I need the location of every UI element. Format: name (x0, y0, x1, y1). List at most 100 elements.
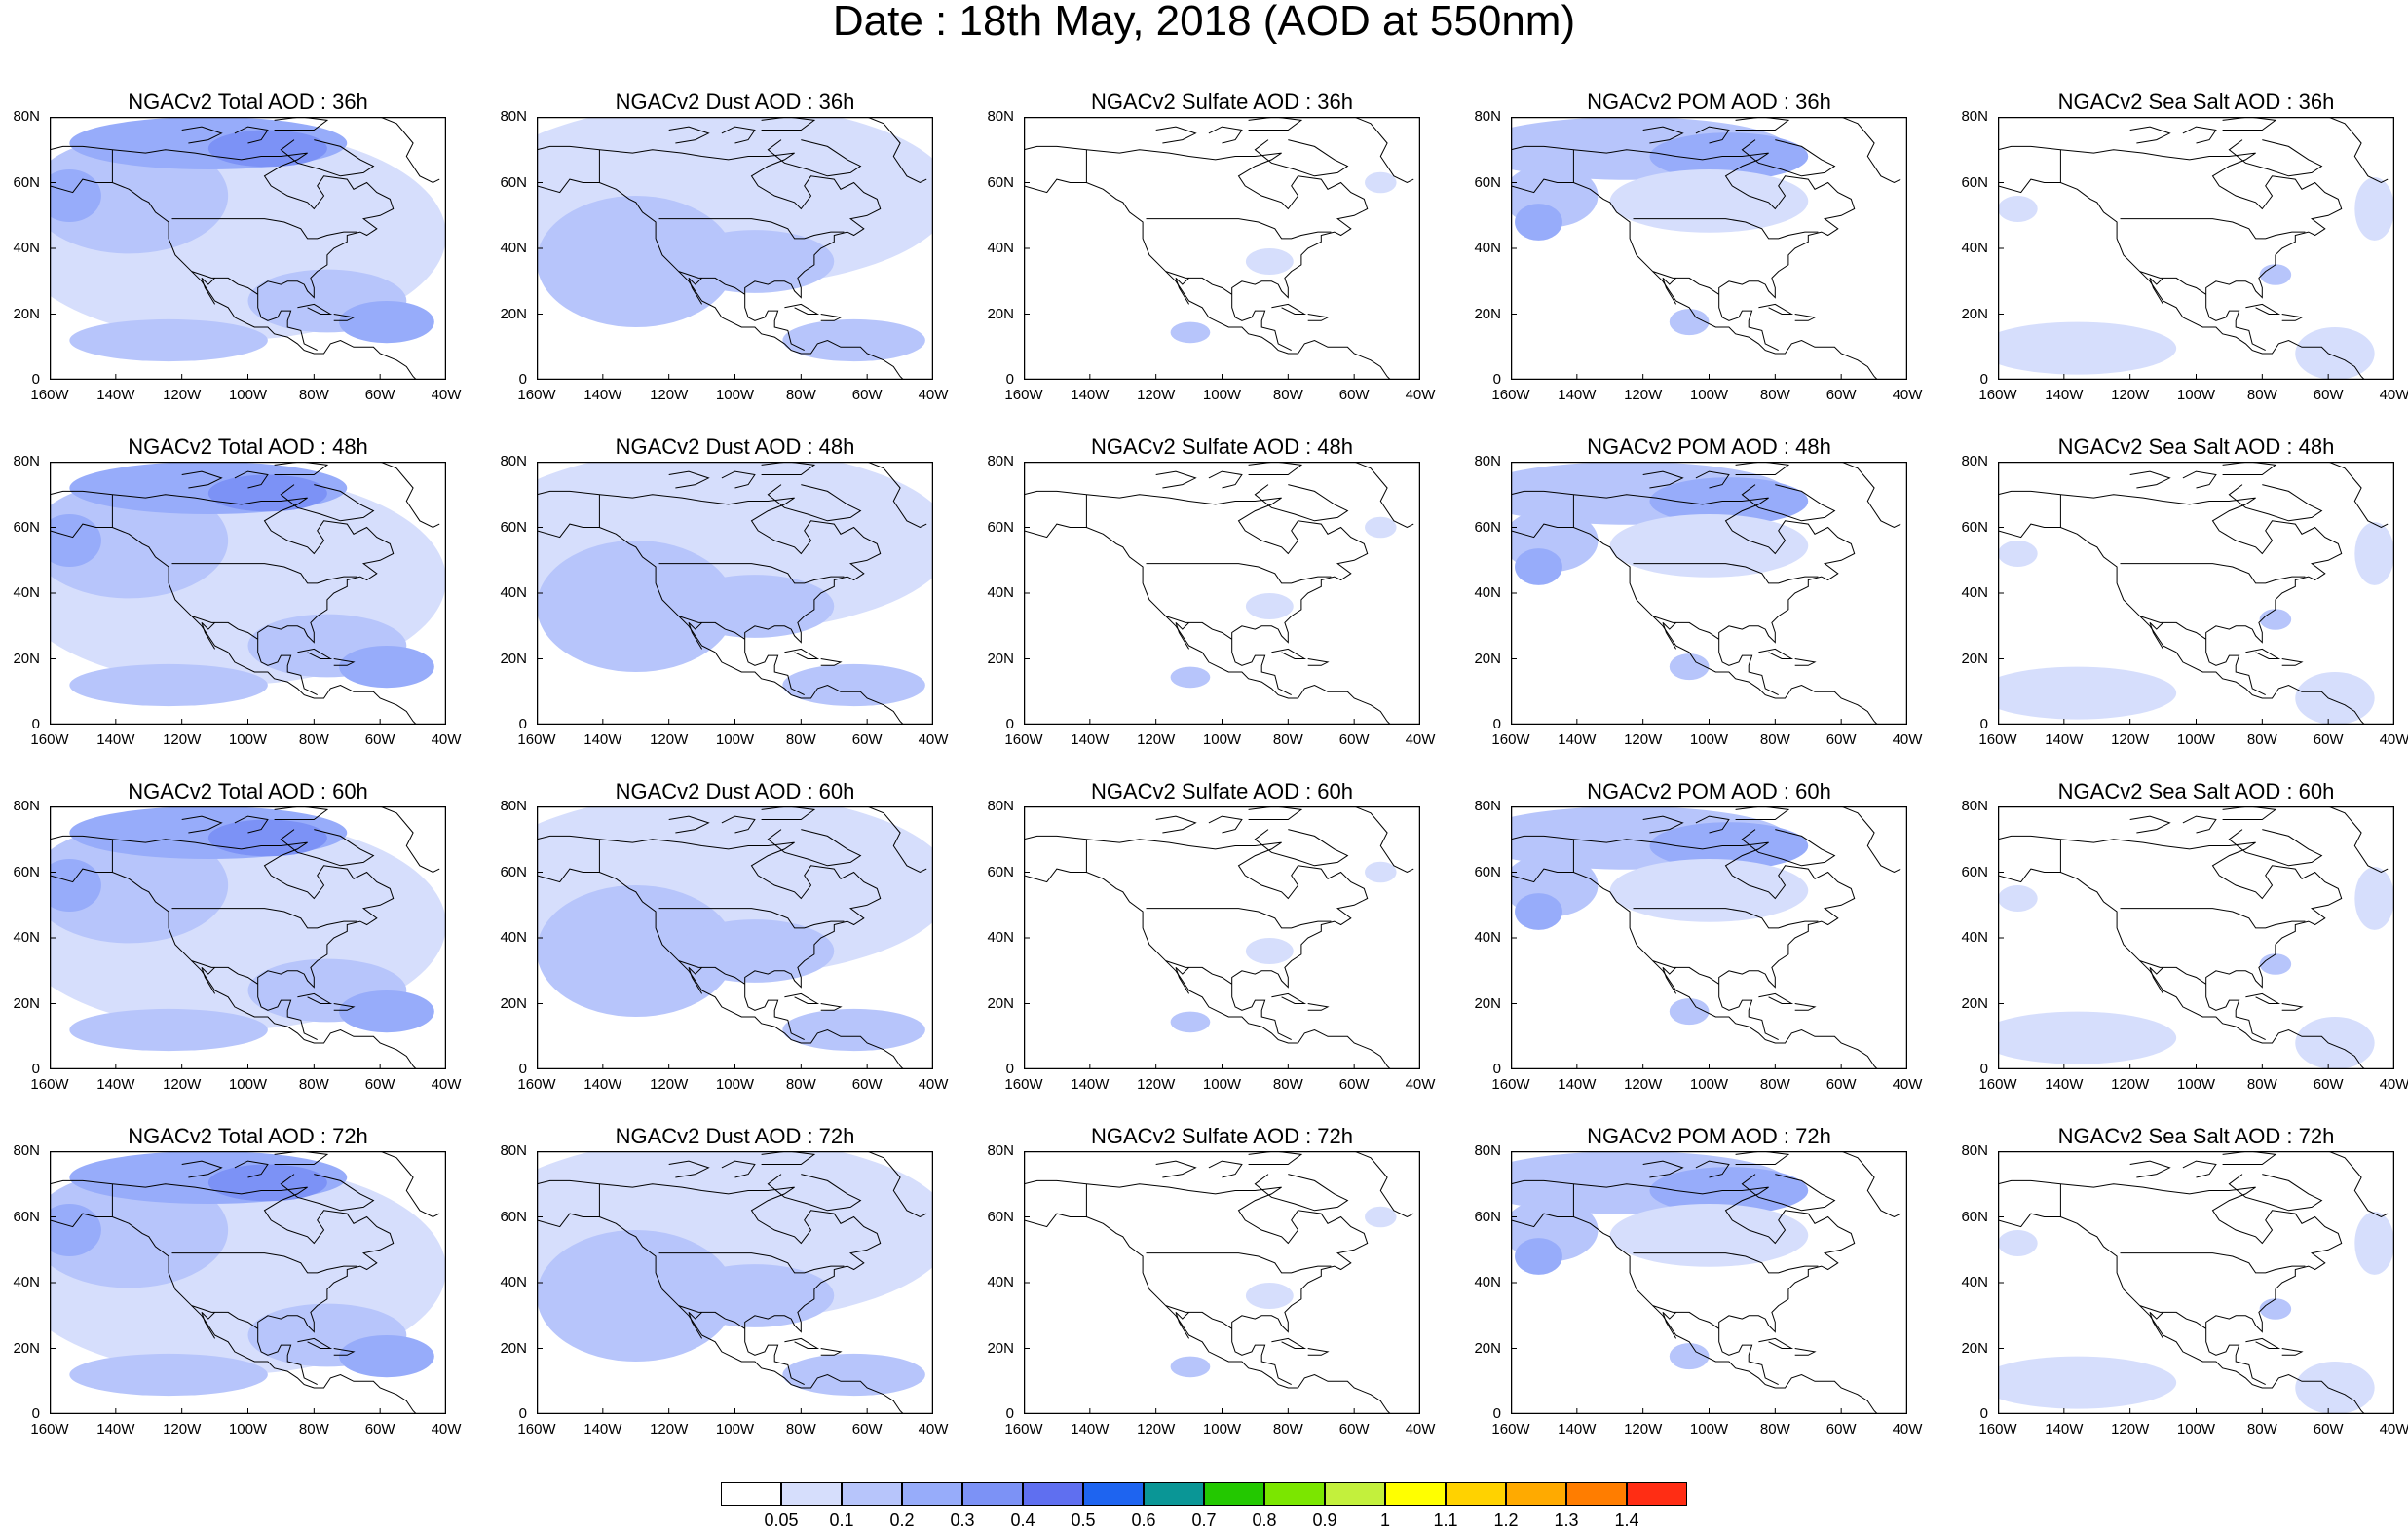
map-panel-pom-60h: NGACv2 POM AOD : 60h 80N 60N 40N 20N 0 160W 140… (1464, 779, 1951, 1101)
lon-tick-label: 100W (2176, 1076, 2216, 1093)
coastline (333, 314, 356, 321)
lon-tick-label: 40W (2379, 1076, 2408, 1093)
panel-title: NGACv2 POM AOD : 48h (1587, 434, 1831, 459)
lat-tick-label: 80N (987, 1142, 1014, 1159)
map-panel-sulfate-60h: NGACv2 Sulfate AOD : 60h 80N 60N 40N 20N 0 160… (977, 779, 1464, 1101)
colorbar-swatch (1144, 1482, 1204, 1506)
lat-tick-label: 20N (1961, 994, 1988, 1012)
lon-tick-label: 40W (431, 1421, 462, 1438)
lon-tick-label: 80W (1272, 387, 1303, 403)
lon-tick-label: 60W (1338, 1076, 1370, 1093)
coastline (1271, 1337, 1307, 1349)
panel-title: NGACv2 Sea Salt AOD : 72h (2057, 1124, 2335, 1148)
coastline (1024, 490, 1369, 644)
coastline (2328, 1151, 2389, 1218)
coastline (297, 648, 333, 659)
lat-tick-label: 20N (1474, 994, 1501, 1012)
coastline (537, 145, 882, 299)
lat-tick-label: 40N (1961, 240, 1988, 256)
coastline (201, 967, 216, 994)
lon-tick-label: 120W (163, 1421, 202, 1438)
coastline (1248, 1151, 1303, 1165)
coastline (767, 1174, 862, 1212)
coastline (1633, 218, 1819, 240)
coastline (191, 1305, 258, 1329)
lon-tick-label: 140W (583, 387, 622, 403)
aod-map (1024, 462, 1420, 725)
aod-shading (69, 318, 268, 362)
coastline (280, 139, 375, 177)
coastline (1998, 145, 2343, 299)
lon-tick-label: 100W (715, 1421, 755, 1438)
lon-tick-label: 100W (2176, 387, 2216, 403)
lat-tick-label: 40N (1961, 929, 1988, 946)
coastline (688, 622, 703, 650)
coastline (1146, 563, 1332, 584)
colorbar-label: 0.8 (1252, 1511, 1277, 1530)
lat-tick-label: 60N (1474, 863, 1501, 880)
coastline (2281, 314, 2304, 321)
coastline (721, 1160, 756, 1178)
lon-tick-label: 120W (163, 731, 202, 748)
coastline (1024, 523, 1391, 725)
coastline (1165, 960, 1232, 985)
coastline (1208, 815, 1243, 834)
lon-tick-label: 80W (785, 731, 816, 748)
lon-tick-label: 160W (1004, 731, 1043, 748)
lon-tick-label: 160W (1491, 1421, 1530, 1438)
coastline (2205, 639, 2266, 696)
lat-tick-label: 80N (1961, 108, 1988, 125)
lon-tick-label: 80W (298, 731, 329, 748)
lon-tick-label: 80W (785, 1421, 816, 1438)
lat-tick-label: 60N (987, 173, 1014, 191)
lon-tick-label: 60W (1825, 731, 1857, 748)
lon-tick-label: 40W (2379, 731, 2408, 748)
lon-tick-label: 80W (2246, 1076, 2277, 1093)
coastline (1695, 1160, 1730, 1178)
lon-tick-label: 140W (583, 731, 622, 748)
aod-shading (1609, 169, 1809, 233)
lon-tick-label: 120W (1137, 1421, 1176, 1438)
coastline (721, 470, 756, 489)
aod-shading (1998, 885, 2038, 912)
lon-tick-label: 80W (1759, 1421, 1790, 1438)
lon-tick-label: 160W (517, 1421, 556, 1438)
coastline (257, 639, 318, 696)
coastline (1633, 908, 1819, 929)
coastline (744, 984, 805, 1041)
lat-tick-label: 0 (31, 1405, 40, 1422)
coastline (1794, 658, 1817, 666)
map-panel-seasalt-48h: NGACv2 Sea Salt AOD : 48h 80N 60N 40N 20N 0 16… (1951, 434, 2408, 756)
aod-shading (782, 663, 925, 707)
map-panel-dust-72h: NGACv2 Dust AOD : 72h 80N 60N 40N 20N 0 160W 14… (490, 1124, 977, 1445)
aod-shading (1170, 1011, 1211, 1033)
coastline (171, 908, 357, 929)
lon-tick-label: 80W (2246, 1421, 2277, 1438)
lat-tick-label: 0 (1979, 1405, 1988, 1422)
lon-tick-label: 60W (851, 731, 883, 748)
aod-shading (675, 919, 835, 983)
lon-tick-label: 140W (96, 1076, 135, 1093)
map-panel-dust-48h: NGACv2 Dust AOD : 48h 80N 60N 40N 20N 0 160W 14… (490, 434, 977, 756)
map-panel-dust-60h: NGACv2 Dust AOD : 60h 80N 60N 40N 20N 0 160W 14… (490, 779, 977, 1101)
colorbar-swatch (902, 1482, 962, 1506)
lon-tick-label: 140W (96, 1421, 135, 1438)
coastline (1741, 139, 1836, 177)
lat-tick-label: 60N (13, 173, 40, 191)
colorbar-label: 1.4 (1614, 1511, 1639, 1530)
coastline (1718, 1328, 1779, 1386)
aod-shading (675, 230, 835, 293)
coastline (2328, 806, 2389, 874)
coastline (171, 563, 357, 584)
coastline (1652, 616, 1719, 640)
aod-shading (1365, 861, 1397, 883)
map-frame (1024, 1151, 1420, 1414)
aod-shading (1515, 1238, 1562, 1275)
coastline (181, 1160, 223, 1178)
aod-shading (1998, 1230, 2038, 1256)
panel-title: NGACv2 Dust AOD : 72h (615, 1124, 855, 1148)
lon-tick-label: 120W (163, 1076, 202, 1093)
lat-tick-label: 80N (500, 108, 527, 125)
coastline (658, 563, 845, 584)
lon-tick-label: 140W (1071, 1421, 1110, 1438)
